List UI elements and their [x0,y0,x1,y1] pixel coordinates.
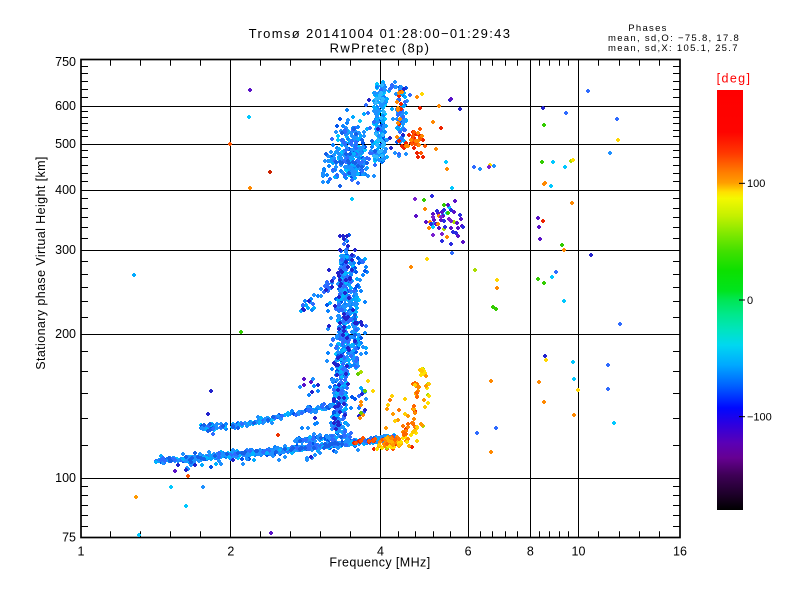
svg-text:RwPretec (8p): RwPretec (8p) [330,40,431,55]
svg-text:75: 75 [62,531,76,545]
svg-text:200: 200 [55,327,76,341]
svg-text:mean, sd,O: −75.8, 17.8: mean, sd,O: −75.8, 17.8 [608,33,740,44]
svg-text:4: 4 [377,545,384,559]
svg-text:1: 1 [78,545,85,559]
svg-text:6: 6 [465,545,472,559]
svg-text:8: 8 [527,545,534,559]
svg-text:300: 300 [55,243,76,257]
svg-text:mean, sd,X: 105.1, 25.7: mean, sd,X: 105.1, 25.7 [608,43,739,54]
svg-text:Phases: Phases [628,23,668,34]
svg-text:Frequency [MHz]: Frequency [MHz] [329,556,430,570]
svg-text:Stationary phase Virtual Heigh: Stationary phase Virtual Height [km] [34,156,48,370]
svg-text:500: 500 [55,137,76,151]
svg-text:400: 400 [55,183,76,197]
svg-text:16: 16 [673,545,687,559]
svg-text:[deg]: [deg] [717,72,752,86]
svg-text:100: 100 [747,178,765,190]
svg-text:100: 100 [55,471,76,485]
svg-text:0: 0 [747,295,753,307]
svg-text:750: 750 [55,55,76,69]
svg-text:−100: −100 [747,412,772,424]
svg-text:2: 2 [227,545,234,559]
svg-text:Tromsø 20141004 01:28:00−01:29: Tromsø 20141004 01:28:00−01:29:43 [249,26,512,41]
svg-text:10: 10 [572,545,586,559]
svg-text:600: 600 [55,99,76,113]
